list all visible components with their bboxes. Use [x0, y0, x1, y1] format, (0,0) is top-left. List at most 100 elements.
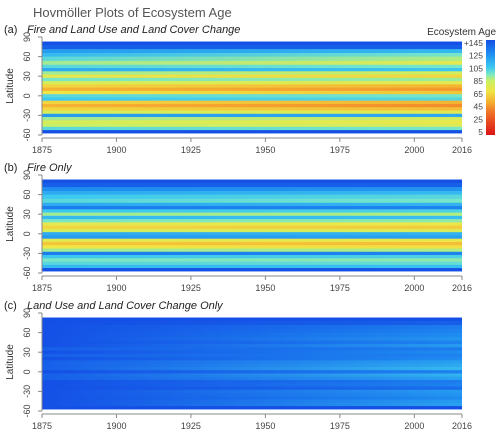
- latitude-band: [42, 113, 462, 118]
- latitude-band: [42, 126, 462, 131]
- latitude-band: [42, 370, 462, 374]
- x-tick-label: 1925: [181, 283, 201, 293]
- latitude-band: [42, 235, 462, 240]
- x-tick-label: 1950: [255, 145, 275, 155]
- panel-title: Fire and Land Use and Land Cover Change: [27, 24, 240, 36]
- latitude-band: [42, 363, 462, 368]
- latitude-band: [42, 228, 462, 233]
- latitude-band: [42, 336, 462, 342]
- latitude-band: [42, 219, 462, 223]
- latitude-band: [42, 56, 462, 62]
- latitude-band: [42, 347, 462, 351]
- latitude-band: [42, 100, 462, 105]
- latitude-band: [42, 215, 462, 220]
- panel-label: (b): [4, 162, 17, 174]
- latitude-band: [42, 87, 462, 92]
- latitude-band: [42, 402, 462, 407]
- latitude-band: [42, 110, 462, 115]
- latitude-band: [42, 187, 462, 192]
- panels-group: (a) Fire and Land Use and Land Cover Chan…: [4, 24, 472, 431]
- x-tick-label: 1900: [106, 421, 126, 431]
- latitude-band: [42, 212, 462, 217]
- panel-2: (b) Fire Only -60 -30 0 30 60 90 Latitude 1875 190…: [4, 162, 472, 293]
- latitude-band: [42, 373, 462, 378]
- x-tick-label: 1975: [330, 283, 350, 293]
- latitude-band: [42, 340, 462, 345]
- latitude-band: [42, 344, 462, 348]
- x-tick-label: 1925: [181, 145, 201, 155]
- y-axis-label: Latitude: [5, 344, 16, 380]
- x-tick-label: 1975: [330, 421, 350, 431]
- latitude-band: [42, 94, 462, 98]
- figure-title: Hovmöller Plots of Ecosystem Age: [33, 5, 232, 20]
- latitude-band: [42, 332, 462, 338]
- colorbar-title: Ecosystem Age: [427, 27, 496, 38]
- latitude-band: [42, 357, 462, 361]
- latitude-band: [42, 90, 462, 95]
- latitude-band: [42, 123, 462, 128]
- panel-1: (a) Fire and Land Use and Land Cover Chan…: [4, 24, 472, 155]
- y-tick-label: 60: [22, 190, 32, 200]
- colorbar-tick-label: 45: [474, 102, 484, 112]
- latitude-band: [42, 379, 462, 384]
- latitude-band: [42, 206, 462, 210]
- latitude-band: [42, 325, 462, 330]
- panel-label: (c): [4, 300, 17, 312]
- latitude-band: [42, 238, 462, 243]
- panel-3: (c) Land Use and Land Cover Change Only -6…: [4, 300, 472, 431]
- colorbar: Ecosystem Age+145 125 105 85 65 45 25 5: [427, 27, 496, 137]
- latitude-band: [42, 191, 462, 195]
- x-tick-label: 2016: [452, 145, 472, 155]
- panel-title: Fire Only: [27, 162, 73, 174]
- latitude-band: [42, 393, 462, 397]
- latitude-band: [42, 222, 462, 227]
- latitude-band: [42, 264, 462, 269]
- latitude-band: [42, 71, 462, 75]
- x-tick-label: 1950: [255, 421, 275, 431]
- y-tick-label: 60: [22, 328, 32, 338]
- y-tick-label: -60: [22, 404, 32, 417]
- x-tick-label: 1925: [181, 421, 201, 431]
- latitude-band: [42, 179, 462, 184]
- latitude-band: [42, 81, 462, 85]
- latitude-band: [42, 77, 462, 82]
- y-axis-label: Latitude: [5, 206, 16, 242]
- latitude-band: [42, 268, 462, 272]
- latitude-band: [42, 209, 462, 213]
- latitude-band: [42, 353, 462, 358]
- y-tick-label: -30: [22, 385, 32, 398]
- x-tick-label: 2000: [404, 421, 424, 431]
- y-tick-label: 90: [22, 170, 32, 180]
- y-axis-label: Latitude: [5, 68, 16, 104]
- latitude-band: [42, 329, 462, 333]
- x-tick-label: 2000: [404, 283, 424, 293]
- latitude-band: [42, 241, 462, 246]
- latitude-band: [42, 245, 462, 249]
- latitude-band: [42, 130, 462, 134]
- latitude-band: [42, 84, 462, 89]
- latitude-band: [42, 74, 462, 79]
- y-tick-label: 90: [22, 308, 32, 318]
- y-tick-label: 60: [22, 52, 32, 62]
- colorbar-tick-label: 25: [474, 114, 484, 124]
- latitude-band: [42, 406, 462, 410]
- x-tick-label: 1975: [330, 145, 350, 155]
- y-tick-label: 30: [22, 71, 32, 81]
- x-tick-label: 1950: [255, 283, 275, 293]
- x-tick-label: 1875: [32, 421, 52, 431]
- x-tick-label: 1900: [106, 283, 126, 293]
- latitude-band: [42, 320, 462, 326]
- latitude-band: [42, 64, 462, 69]
- y-tick-label: -60: [22, 128, 32, 141]
- latitude-band: [42, 117, 462, 121]
- latitude-band: [42, 198, 462, 204]
- latitude-band: [42, 317, 462, 322]
- latitude-band: [42, 376, 462, 381]
- latitude-band: [42, 68, 462, 72]
- latitude-band: [42, 350, 462, 355]
- latitude-band: [42, 225, 462, 230]
- latitude-band: [42, 389, 462, 394]
- latitude-band: [42, 60, 462, 66]
- latitude-band: [42, 202, 462, 207]
- x-tick-label: 2016: [452, 421, 472, 431]
